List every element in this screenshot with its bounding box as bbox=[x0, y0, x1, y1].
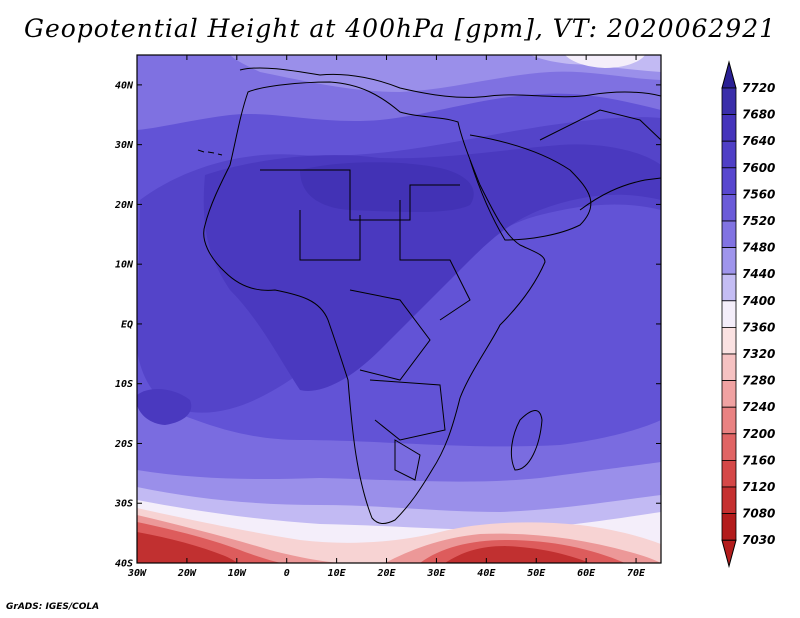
arabia bbox=[469, 134, 592, 241]
border-6 bbox=[394, 439, 421, 481]
colorbar-block bbox=[721, 247, 737, 275]
lon-label: 20E bbox=[376, 568, 396, 579]
colorbar-label: 7200 bbox=[742, 427, 775, 441]
border-1 bbox=[260, 169, 460, 221]
colorbar-label: 7080 bbox=[742, 507, 775, 521]
lon-label: 10W bbox=[228, 568, 247, 579]
colorbar-block bbox=[721, 193, 737, 222]
colorbar-block bbox=[721, 326, 737, 355]
border-5 bbox=[369, 379, 446, 441]
colorbar-arrow-bottom bbox=[721, 539, 737, 569]
lon-label: 40E bbox=[477, 568, 496, 579]
lat-label: EQ bbox=[121, 319, 133, 330]
coastlines bbox=[197, 67, 661, 524]
colorbar-label: 7680 bbox=[742, 108, 775, 122]
lat-label: 20N bbox=[114, 200, 134, 211]
colorbar-label: 7360 bbox=[742, 320, 775, 334]
colorbar-label: 7720 bbox=[742, 81, 775, 95]
lon-label: 30W bbox=[127, 568, 147, 579]
colorbar-block bbox=[721, 380, 737, 408]
lat-label: 20S bbox=[114, 439, 133, 450]
lon-label: 10E bbox=[328, 568, 347, 579]
core-7600 bbox=[203, 144, 661, 391]
colorbar-block bbox=[721, 406, 737, 435]
colorbar-block bbox=[721, 220, 737, 249]
lon-label: 60E bbox=[577, 568, 596, 579]
lon-label: 70E bbox=[627, 568, 646, 579]
colorbar-label: 7560 bbox=[742, 187, 775, 201]
colorbar-label: 7280 bbox=[742, 374, 775, 388]
border-4 bbox=[349, 289, 431, 381]
colorbar-block bbox=[721, 486, 737, 515]
lon-label: 0 bbox=[284, 568, 290, 579]
lat-label: 10N bbox=[115, 260, 134, 271]
border-2 bbox=[299, 210, 361, 261]
lon-label: 20W bbox=[177, 568, 197, 579]
lat-label: 40S bbox=[115, 559, 133, 570]
colorbar-block bbox=[721, 459, 737, 488]
lat-label: 10S bbox=[115, 379, 133, 390]
colorbar-label: 7320 bbox=[742, 347, 775, 361]
credit-text: GrADS: IGES/COLA bbox=[6, 602, 100, 612]
colorbar-label: 7120 bbox=[742, 480, 775, 494]
asia-coast bbox=[579, 177, 661, 211]
colorbar-label: 7520 bbox=[742, 214, 775, 228]
mideast-border bbox=[539, 109, 661, 141]
colorbar-block bbox=[721, 114, 737, 142]
lon-label: 30E bbox=[426, 568, 446, 579]
chart-title: Geopotential Height at 400hPa [gpm], VT:… bbox=[23, 14, 777, 43]
colorbar-block bbox=[721, 300, 737, 328]
band-north-4 bbox=[565, 55, 645, 68]
colorbar-label: 7240 bbox=[742, 400, 775, 414]
core-west bbox=[137, 388, 192, 425]
madagascar bbox=[510, 410, 543, 471]
africa-coast bbox=[203, 81, 546, 524]
colorbar-block bbox=[721, 140, 737, 169]
colorbar-block bbox=[721, 353, 737, 382]
colorbar-label: 7030 bbox=[742, 533, 775, 547]
colorbar-block bbox=[721, 273, 737, 302]
colorbar-label: 7160 bbox=[742, 453, 775, 467]
band-7080 bbox=[137, 532, 590, 563]
colorbar-label: 7480 bbox=[742, 241, 775, 255]
colorbar-label: 7400 bbox=[742, 294, 775, 308]
colorbar-label: 7440 bbox=[742, 267, 775, 281]
height-field bbox=[137, 55, 661, 563]
europe-coast bbox=[239, 67, 661, 98]
colorbar-arrow-top bbox=[721, 60, 737, 89]
lat-label: 30S bbox=[114, 499, 133, 510]
map-frame bbox=[136, 54, 662, 564]
colorbar-block bbox=[721, 513, 737, 541]
colorbar-block bbox=[721, 87, 737, 116]
border-3 bbox=[399, 200, 471, 321]
lon-label: 50E bbox=[527, 568, 546, 579]
canary-isles bbox=[197, 149, 223, 156]
lat-label: 40N bbox=[115, 80, 134, 91]
colorbar-block bbox=[721, 433, 737, 461]
colorbar-label: 7640 bbox=[742, 134, 775, 148]
colorbar-label: 7600 bbox=[742, 161, 775, 175]
lat-label: 30N bbox=[114, 140, 134, 151]
core-7640 bbox=[300, 162, 474, 213]
colorbar: 7720 7680 7640 7600 7560 7520 7480 7440 7400 7360… bbox=[721, 60, 775, 569]
colorbar-block bbox=[721, 167, 737, 195]
